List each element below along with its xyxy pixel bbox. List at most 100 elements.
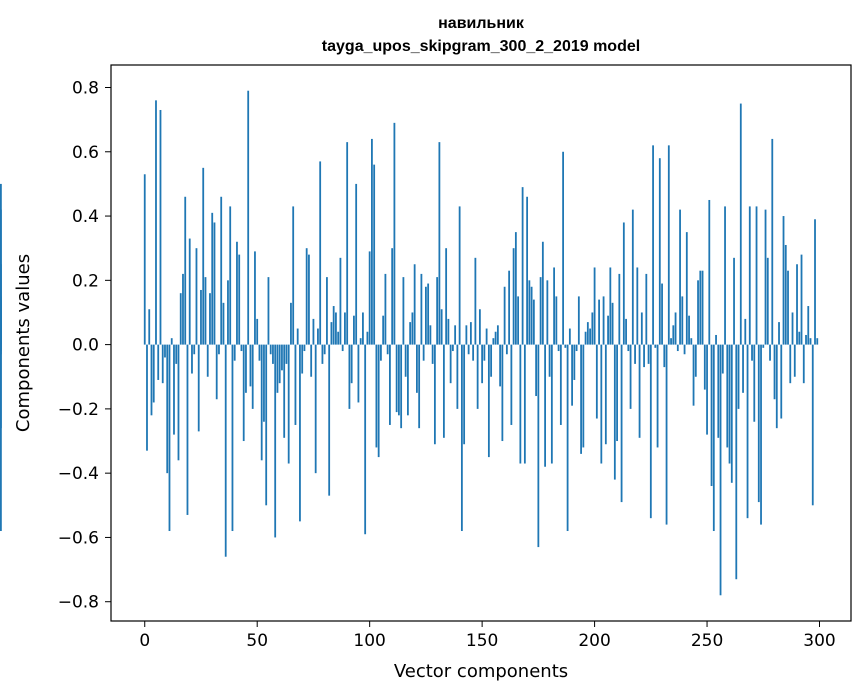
bar-component-141 xyxy=(460,344,463,532)
bar-component-207 xyxy=(609,267,612,345)
bar-component-182 xyxy=(553,267,555,345)
bar-component-32 xyxy=(215,344,218,400)
bar-component-8 xyxy=(161,344,164,384)
bar-component-169 xyxy=(523,344,526,464)
bar-component-220 xyxy=(638,344,641,438)
bar-component-106 xyxy=(382,315,385,345)
bar-component-39 xyxy=(231,344,234,532)
bar-component-184 xyxy=(557,344,560,352)
bar-component-181 xyxy=(550,344,553,464)
bar-component-263 xyxy=(735,344,738,580)
bar-component-273 xyxy=(757,344,760,503)
bar-component-289 xyxy=(793,344,796,377)
bar-component-222 xyxy=(643,344,645,368)
bar-component-91 xyxy=(348,344,351,409)
bar-component-36 xyxy=(224,344,227,557)
bar-component-175 xyxy=(537,344,540,548)
bar-component-78 xyxy=(319,161,322,345)
chart-title-line2: tayga_upos_skipgram_300_2_2019 model xyxy=(322,38,640,55)
bar-component-21 xyxy=(191,344,193,374)
x-tick-label: 150 xyxy=(466,631,498,651)
bar-component-27 xyxy=(204,277,207,345)
y-tick-label: −0.8 xyxy=(58,593,99,613)
bar-component-105 xyxy=(380,344,382,361)
bar-component-268 xyxy=(746,344,749,519)
bar-component-281 xyxy=(775,344,778,429)
bar-component-278 xyxy=(769,344,771,361)
bar-component-290 xyxy=(796,264,798,345)
bar-component-136 xyxy=(449,344,452,384)
bar-component-33 xyxy=(218,344,220,355)
bar-component-132 xyxy=(440,309,443,345)
bar-component-68 xyxy=(296,328,299,345)
bar-component-238 xyxy=(679,209,681,345)
bar-component-110 xyxy=(391,248,394,345)
bar-component-186 xyxy=(562,151,564,345)
bar-series xyxy=(0,90,819,596)
bar-component-285 xyxy=(784,244,787,345)
bar-component-257 xyxy=(721,344,724,374)
bar-component-11 xyxy=(168,344,171,532)
bar-component-205 xyxy=(604,344,607,445)
bar-component-145 xyxy=(469,322,472,345)
bar-component-202 xyxy=(598,299,600,345)
bar-component-75 xyxy=(312,318,315,345)
bar-component-261 xyxy=(730,344,733,483)
bar-component-241 xyxy=(685,232,688,345)
bar-component-151 xyxy=(483,344,486,361)
bar-component-275 xyxy=(762,344,765,348)
bar-component-206 xyxy=(607,315,609,345)
bar-component-251 xyxy=(708,199,711,345)
x-tick-label: 0 xyxy=(139,631,150,651)
bar-component-57 xyxy=(272,344,274,364)
bar-component-135 xyxy=(447,318,450,345)
bar-component-100 xyxy=(368,251,371,345)
bar-component-96 xyxy=(359,338,362,345)
bar-component-16 xyxy=(179,293,182,345)
bar-component-201 xyxy=(595,344,598,419)
bar-component-99 xyxy=(366,331,369,345)
bar-component-88 xyxy=(341,344,344,352)
chart-title-line1: навильник xyxy=(438,15,525,32)
bar-component-43 xyxy=(240,344,243,352)
bar-component-138 xyxy=(454,325,457,345)
bar-component-168 xyxy=(521,187,524,345)
bar-component-7 xyxy=(159,109,162,345)
bar-component-98 xyxy=(364,344,367,535)
bar-component-248 xyxy=(701,270,704,345)
bar-component-167 xyxy=(519,344,522,464)
bar-component-142 xyxy=(463,344,466,445)
bar-component-246 xyxy=(697,280,699,345)
bar-component-137 xyxy=(451,344,454,352)
bar-component-128 xyxy=(431,344,434,364)
bar-component-19 xyxy=(186,344,189,515)
bar-component-46 xyxy=(247,90,250,345)
bar-component-237 xyxy=(676,344,679,352)
bar-component-165 xyxy=(514,232,517,345)
bar-component-125 xyxy=(424,286,427,345)
bar-component-173 xyxy=(532,299,535,345)
bar-component-14 xyxy=(175,344,178,364)
bar-component-81 xyxy=(326,277,328,345)
x-tick-label: 300 xyxy=(803,631,835,651)
bar-component-146 xyxy=(472,344,475,361)
bar-component-298 xyxy=(814,219,816,345)
bar-component-49 xyxy=(254,251,256,345)
bar-component-124 xyxy=(422,344,425,361)
bar-component-272 xyxy=(755,206,758,345)
bar-component-164 xyxy=(512,248,515,345)
bar-component-35 xyxy=(222,302,225,345)
bar-component-292 xyxy=(800,254,803,345)
bar-component-277 xyxy=(766,257,769,345)
bar-component-129 xyxy=(433,344,436,445)
bar-component-198 xyxy=(589,328,591,345)
bar-component-58 xyxy=(274,344,277,538)
bar-component-150 xyxy=(481,344,484,384)
bar-component-83 xyxy=(330,322,333,345)
bar-component-287 xyxy=(789,344,792,384)
bar-component-227 xyxy=(654,344,657,348)
bar-component-126 xyxy=(427,283,430,345)
bar-component-114 xyxy=(400,344,403,429)
bar-component-218 xyxy=(634,344,636,364)
